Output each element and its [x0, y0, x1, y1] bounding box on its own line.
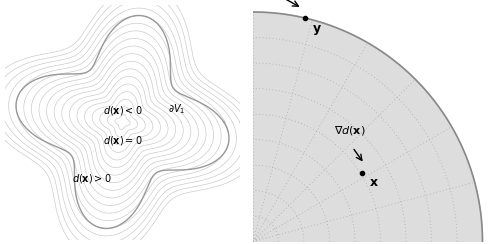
- Text: $\partial V_1$: $\partial V_1$: [168, 102, 186, 116]
- Text: $d(\mathbf{x}) > 0$: $d(\mathbf{x}) > 0$: [72, 172, 112, 185]
- Text: $\mathbf{x}$: $\mathbf{x}$: [369, 176, 379, 189]
- Polygon shape: [253, 12, 482, 242]
- Text: $\mathbf{y}$: $\mathbf{y}$: [312, 23, 322, 37]
- Text: $\nabla d(\mathbf{x})$: $\nabla d(\mathbf{x})$: [334, 124, 366, 137]
- Text: $d(\mathbf{x}) < 0$: $d(\mathbf{x}) < 0$: [102, 104, 142, 117]
- Text: $d(\mathbf{x}) = 0$: $d(\mathbf{x}) = 0$: [102, 134, 142, 147]
